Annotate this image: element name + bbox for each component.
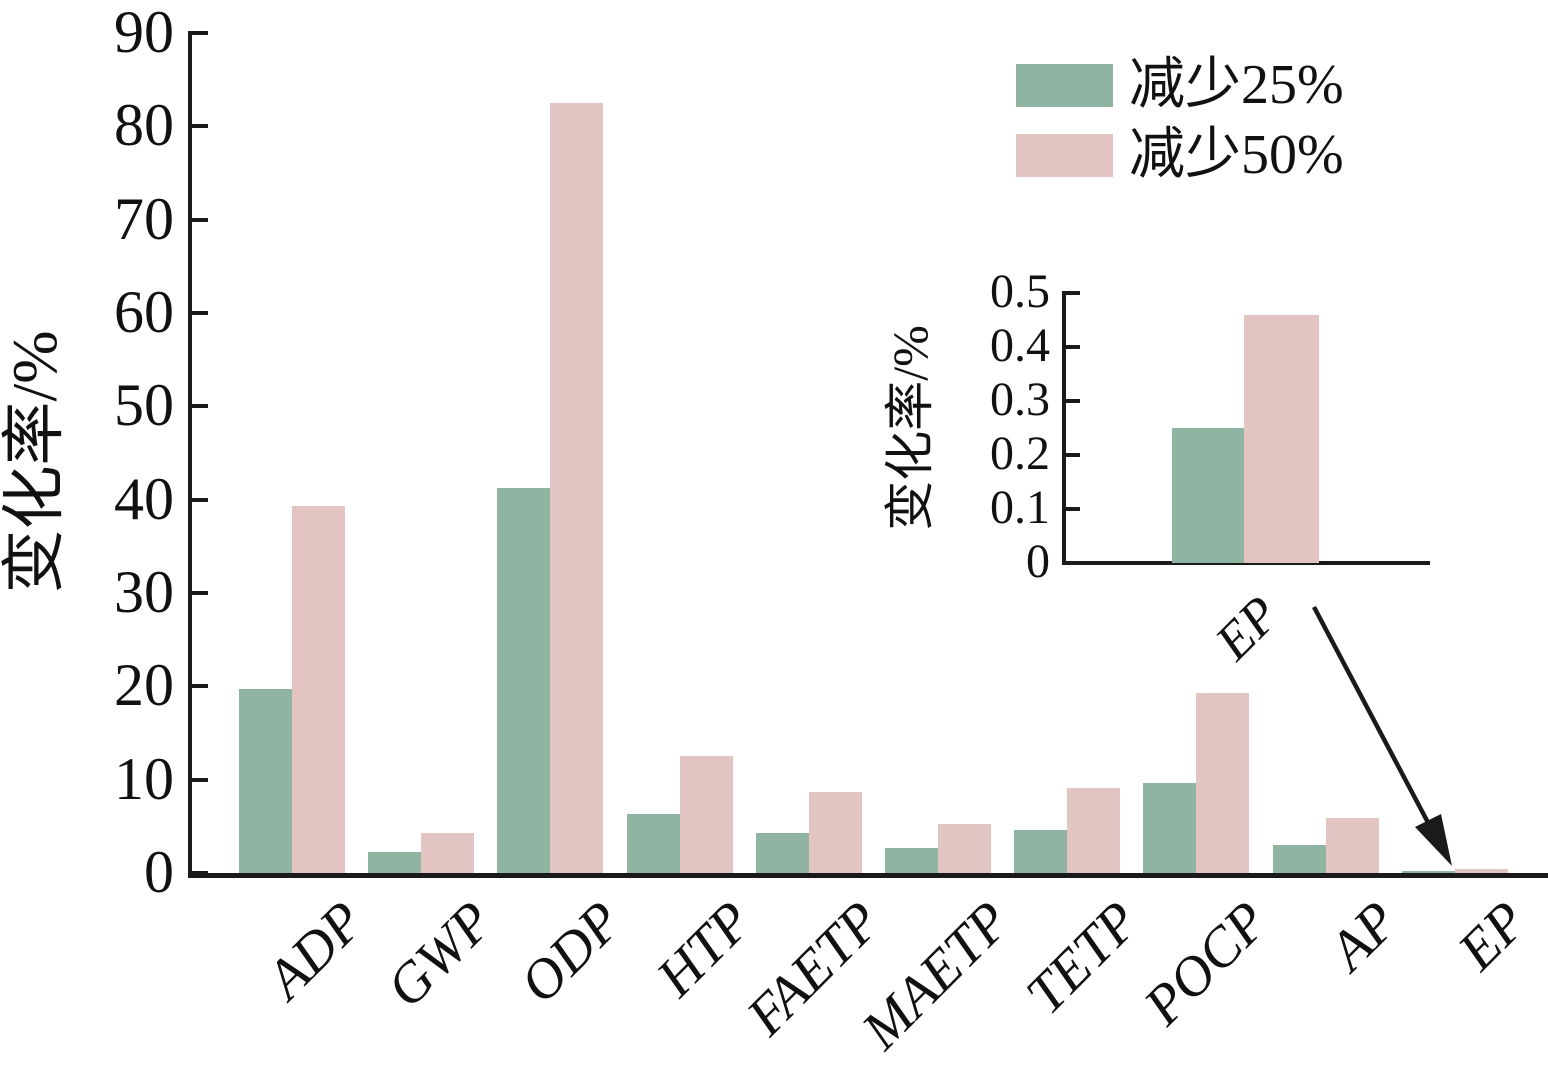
bar-HTP-25 (626, 814, 680, 873)
y-tick-label: 50 (114, 372, 174, 439)
y-tick-mark (188, 124, 208, 129)
y-tick-label: 0.1 (990, 481, 1050, 534)
bar-ODP-25 (497, 488, 551, 873)
y-tick-mark (1062, 561, 1080, 565)
y-tick-label: 20 (114, 652, 174, 719)
legend-swatch-pink (1016, 133, 1113, 177)
x-category-label-MAETP: MAETP (850, 889, 1022, 1062)
y-tick-mark (1062, 507, 1080, 511)
bar-GWP-50 (421, 832, 475, 873)
y-tick-label: 0.4 (990, 319, 1050, 372)
y-tick-mark (188, 311, 208, 315)
bar-GWP-25 (368, 852, 422, 873)
bar-FAETP-50 (808, 791, 862, 873)
legend-label: 减少50% (1129, 124, 1344, 186)
main-x-axis-line (188, 873, 1548, 878)
y-tick-mark (188, 871, 208, 875)
y-tick-label: 40 (114, 465, 174, 532)
bar-HTP-50 (679, 756, 733, 873)
inset-y-axis-line (1062, 293, 1066, 565)
y-tick-mark (188, 31, 208, 35)
bar-EP-25 (1401, 870, 1455, 873)
y-tick-mark (188, 497, 208, 502)
y-tick-mark (188, 217, 208, 222)
y-tick-label: 0.2 (990, 427, 1050, 480)
bar-ODP-50 (550, 103, 604, 873)
x-category-label-AP: AP (1317, 889, 1410, 983)
y-tick-mark (1062, 399, 1080, 403)
y-tick-label: 10 (114, 745, 174, 812)
y-tick-label: 80 (114, 92, 174, 159)
bar-AP-50 (1325, 817, 1379, 873)
y-tick-label: 70 (114, 185, 174, 252)
bar-EP-50 (1454, 868, 1508, 873)
x-category-label-ADP: ADP (254, 889, 376, 1011)
legend-item-reduce-50: 减少50% (1016, 120, 1344, 190)
y-tick-mark (1062, 345, 1080, 349)
y-tick-mark (1062, 453, 1080, 457)
y-tick-label: 0.5 (990, 265, 1050, 318)
y-tick-mark (188, 404, 208, 409)
bar-MAETP-50 (938, 823, 991, 873)
y-tick-label: 30 (114, 559, 174, 625)
x-category-label-HTP: HTP (644, 889, 764, 1009)
bar-EP-50 (1244, 314, 1319, 563)
y-tick-mark (188, 684, 208, 689)
bar-TETP-25 (1014, 830, 1068, 873)
bar-MAETP-25 (885, 847, 938, 873)
y-tick-mark (188, 591, 208, 595)
legend: 减少25% 减少50% (1016, 50, 1344, 190)
inset-x-axis-line (1062, 561, 1430, 565)
legend-swatch-green (1016, 63, 1113, 107)
y-tick-mark (1062, 291, 1080, 295)
callout-arrow-icon (1312, 605, 1452, 866)
y-tick-label: 0 (144, 839, 174, 905)
x-category-label-GWP: GWP (375, 889, 505, 1020)
bar-ADP-25 (239, 689, 292, 873)
y-tick-label: 0 (1026, 535, 1050, 588)
main-y-axis-line (188, 33, 192, 877)
bar-TETP-50 (1067, 788, 1121, 873)
bar-FAETP-25 (755, 832, 809, 873)
legend-label: 减少25% (1129, 54, 1344, 116)
y-tick-mark (188, 777, 208, 782)
legend-item-reduce-25: 减少25% (1016, 50, 1344, 120)
y-tick-label: 90 (114, 0, 174, 65)
x-category-label-TETP: TETP (1014, 889, 1151, 1027)
x-category-label-ODP: ODP (508, 889, 635, 1016)
x-category-label-POCP: POCP (1132, 889, 1281, 1038)
bar-EP-25 (1172, 428, 1244, 563)
bar-POCP-25 (1143, 783, 1197, 873)
y-tick-label: 60 (114, 279, 174, 345)
x-category-label-EP: EP (1446, 889, 1539, 983)
bar-AP-25 (1272, 845, 1326, 873)
bar-POCP-50 (1196, 692, 1250, 873)
bar-ADP-50 (292, 506, 345, 873)
y-tick-label: 0.3 (990, 373, 1050, 426)
